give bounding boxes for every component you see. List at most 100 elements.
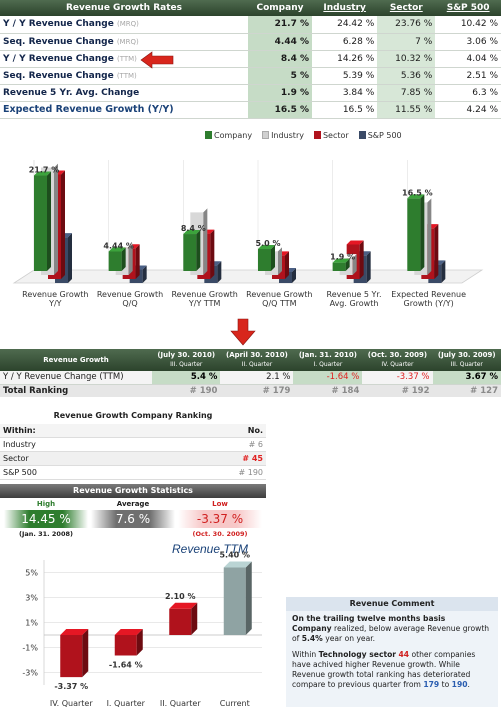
bar-company-top <box>108 247 126 252</box>
category-label: Expected Revenue Growth (Y/Y) <box>391 290 466 308</box>
bar-industry-top <box>190 208 208 213</box>
data-label: 1.9 % <box>330 253 355 262</box>
comment-paragraph: Within Technology sector 44 other compan… <box>292 650 476 689</box>
bar-sector-side <box>434 224 439 279</box>
bar-industry-top <box>41 163 58 168</box>
company-value: 16.5 % <box>248 101 312 119</box>
bar-industry-side <box>203 208 208 275</box>
industry-value: 5.39 % <box>312 67 378 85</box>
header-revenue-growth: Revenue Growth <box>0 349 152 371</box>
table-row: Revenue 5 Yr. Avg. Change 1.9 % 3.84 % 7… <box>0 84 501 102</box>
row-label: Y / Y Revenue Change (MRQ) <box>0 16 248 34</box>
category-label: Revenue 5 Yr. Avg. Growth <box>327 290 382 308</box>
table-row: Seq. Revenue Change (MRQ) 4.44 % 6.28 % … <box>0 33 501 51</box>
header-period: (Jan. 31. 2010) I. Quarter <box>293 349 363 371</box>
bar-company-top <box>34 171 51 176</box>
chart-bars <box>34 163 446 283</box>
quarter-value: -1.64 % <box>293 371 363 385</box>
bar-company <box>407 198 421 271</box>
ranking-row-industry: Industry # 6 <box>0 438 266 452</box>
sp500-value: 6.3 % <box>435 84 501 102</box>
bar-company-top <box>332 258 350 263</box>
data-label: 21.7 % <box>29 166 60 175</box>
revenue-ttm-chart: Revenue TTM 5% 3% 1% -1% -3% -3.37 % IV. Quart… <box>22 542 262 708</box>
data-label: 16.5 % <box>402 188 433 197</box>
statistics-title: Revenue Growth Statistics <box>0 484 266 498</box>
ttm-bar <box>60 635 83 678</box>
header-period: (Oct. 30. 2009) IV. Quarter <box>362 349 433 371</box>
legend-item-sp500: S&P 500 <box>358 131 402 140</box>
red-arrow-down-icon <box>230 318 256 346</box>
sector-value: 10.32 % <box>377 50 436 68</box>
table-header: Revenue Growth Rates Company Industry Se… <box>0 0 501 16</box>
row-label: Revenue 5 Yr. Avg. Change <box>0 84 248 102</box>
bar-company <box>34 175 47 271</box>
stat-low-label: Low <box>212 500 228 508</box>
bar-sector-top <box>346 240 364 245</box>
ttm-bar-side <box>191 602 198 635</box>
bar-industry-side <box>427 198 432 275</box>
table-row-highlighted: Y / Y Revenue Change (TTM) 8.4 % 14.26 %… <box>0 50 501 69</box>
bar-company-side <box>271 245 275 271</box>
data-label: -1.64 % <box>109 661 143 670</box>
revenue-growth-rates-table: Revenue Growth Rates Company Industry Se… <box>0 0 501 119</box>
ttm-bar <box>169 608 192 635</box>
data-label: 5.0 % <box>256 239 281 248</box>
header-period: (April 30. 2010) II. Quarter <box>220 349 294 371</box>
chart-floor <box>12 269 484 284</box>
comparison-bar-chart: 21.7 %Revenue Growth Y/Y4.44 %Revenue Gro… <box>12 160 484 308</box>
red-arrow-left-icon <box>140 50 174 69</box>
data-label: 4.44 % <box>103 241 134 250</box>
bar-industry-side <box>352 254 357 275</box>
category-label-line: Revenue Growth <box>97 290 163 299</box>
industry-value: 14.26 % <box>312 50 378 68</box>
category-label-line: Revenue 5 Yr. <box>327 290 382 299</box>
category-label: II. Quarter <box>160 699 201 708</box>
quarterly-revenue-growth-table: Revenue Growth (July 30. 2010) III. Quart… <box>0 349 501 397</box>
industry-value: 6.28 % <box>312 33 378 51</box>
row-label: Seq. Revenue Change (TTM) <box>0 67 248 85</box>
category-label-line: Avg. Growth <box>330 299 379 308</box>
bar-industry-side <box>54 163 58 275</box>
sp500-value: 2.51 % <box>435 67 501 85</box>
ttm-bar-top <box>169 602 198 609</box>
stat-high-label: High <box>36 500 56 508</box>
bar-sector-side <box>210 229 215 279</box>
ranking-header: Within: No. <box>0 424 266 438</box>
table-header: Revenue Growth (July 30. 2010) III. Quart… <box>0 349 501 371</box>
bar-company-top <box>407 194 425 199</box>
category-label-line: Revenue Growth <box>22 290 88 299</box>
ranking-row-sector: Sector # 45 <box>0 452 266 466</box>
data-label: 2.10 % <box>165 592 196 601</box>
company-value: 1.9 % <box>248 84 312 102</box>
category-label-line: Q/Q <box>122 299 137 308</box>
bar-company-side <box>196 230 201 271</box>
header-sp500-link[interactable]: S&P 500 <box>435 0 501 16</box>
ttm-bar-top <box>114 629 143 635</box>
bar-company-side <box>345 258 350 271</box>
data-label: 8.4 % <box>181 224 206 233</box>
quarter-value: 2.1 % <box>220 371 294 385</box>
y-tick-label: 1% <box>25 619 38 628</box>
ttm-bar-side <box>136 629 143 656</box>
sector-value: 5.36 % <box>377 67 436 85</box>
header-sector-link[interactable]: Sector <box>377 0 436 16</box>
legend-item-industry: Industry <box>262 131 304 140</box>
sp500-value: 3.06 % <box>435 33 501 51</box>
company-ranking-panel: Revenue Growth Company Ranking Within: N… <box>0 408 266 480</box>
category-label-line: Y/Y <box>48 299 62 308</box>
bar-industry-side <box>128 243 133 275</box>
ranking-value: # 192 <box>362 384 433 397</box>
company-value: 8.4 % <box>248 50 312 68</box>
category-label: IV. Quarter <box>50 699 94 708</box>
category-label-line: Growth (Y/Y) <box>404 299 454 308</box>
category-label: I. Quarter <box>107 699 146 708</box>
sp500-value: 4.24 % <box>435 101 501 119</box>
header-industry-link[interactable]: Industry <box>312 0 378 16</box>
header-period: (July 30. 2010) III. Quarter <box>152 349 221 371</box>
bar-sector-side <box>359 240 364 279</box>
category-label-line: Revenue Growth <box>171 290 237 299</box>
industry-value: 24.42 % <box>312 16 378 34</box>
header-period: (July 30. 2009) III. Quarter <box>432 349 501 371</box>
ranking-value: # 190 <box>152 384 221 397</box>
